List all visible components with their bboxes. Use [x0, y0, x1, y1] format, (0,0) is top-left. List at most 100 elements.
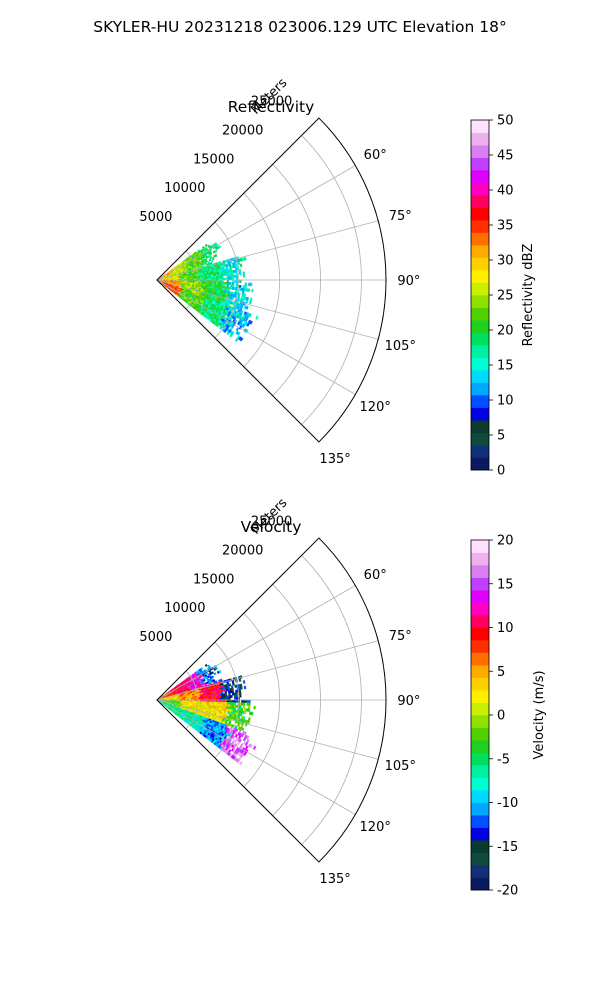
echo-cell [214, 276, 216, 278]
colorbar-swatch [471, 690, 489, 703]
echo-cell [243, 700, 245, 703]
colorbar-tick-label: -20 [497, 884, 518, 899]
echo-cell [229, 334, 232, 337]
echo-cell [246, 300, 248, 303]
echo-field [158, 243, 258, 342]
echo-cell [244, 257, 246, 260]
colorbar-swatch [471, 578, 489, 591]
echo-cell [214, 274, 216, 276]
azimuth-spoke [157, 221, 378, 280]
echo-cell [222, 282, 224, 284]
colorbar-swatch [471, 208, 489, 221]
colorbar-swatch [471, 283, 489, 296]
echo-cell [243, 275, 245, 278]
echo-cell [232, 297, 234, 300]
colorbar-swatch [471, 158, 489, 171]
echo-cell [239, 695, 241, 698]
echo-cell [232, 273, 234, 276]
colorbar-swatch [471, 803, 489, 816]
colorbar-tick-label: 45 [497, 149, 514, 164]
colorbar-swatch [471, 603, 489, 616]
azimuth-spoke [157, 641, 378, 700]
colorbar-swatch [471, 270, 489, 283]
echo-cell [227, 696, 229, 698]
colorbar-swatch [471, 195, 489, 208]
r-tick-label: 15000 [193, 572, 234, 587]
colorbar-tick-label: -15 [497, 840, 518, 855]
velocity-panel: Velocity500010000150002000025000Meters60… [139, 495, 547, 898]
echo-cell [211, 260, 213, 262]
colorbar-swatch [471, 703, 489, 716]
colorbar-swatch [471, 853, 489, 866]
echo-cell [235, 287, 237, 290]
colorbar-swatch [471, 383, 489, 396]
colorbar-swatch [471, 878, 489, 891]
colorbar-tick-label: 5 [497, 429, 505, 444]
colorbar-swatch [471, 815, 489, 828]
echo-cell [240, 280, 242, 283]
echo-cell [213, 702, 215, 704]
colorbar-tick-label: 0 [497, 709, 505, 724]
colorbar-swatch [471, 840, 489, 853]
theta-tick-label: 135° [319, 872, 350, 887]
echo-cell [248, 289, 250, 292]
echo-cell [245, 700, 247, 703]
colorbar-tick-label: -10 [497, 796, 518, 811]
colorbar-tick-label: 40 [497, 184, 514, 199]
theta-tick-label: 120° [360, 820, 391, 835]
echo-cell [241, 700, 243, 703]
echo-cell [247, 700, 249, 703]
echo-cell [213, 282, 215, 284]
colorbar-swatch [471, 370, 489, 383]
echo-cell [214, 702, 216, 704]
theta-tick-label: 90° [397, 274, 420, 289]
colorbar-label: Velocity (m/s) [532, 670, 547, 759]
colorbar-label: Reflectivity dBZ [521, 244, 536, 347]
echo-cell [232, 690, 234, 693]
echo-cell [234, 702, 236, 705]
echo-cell [245, 286, 247, 289]
colorbar-tick-label: 5 [497, 665, 505, 680]
echo-cell [244, 711, 246, 714]
colorbar-swatch [471, 258, 489, 271]
colorbar-swatch [471, 445, 489, 458]
echo-cell [250, 283, 252, 286]
colorbar-swatch [471, 753, 489, 766]
echo-cell [229, 693, 231, 695]
colorbar-tick-label: 20 [497, 324, 514, 339]
echo-cell [225, 282, 227, 284]
echo-cell [212, 258, 214, 260]
echo-cell [236, 328, 239, 332]
echo-cell [221, 692, 223, 694]
echo-cell [248, 706, 250, 709]
colorbar-swatch [471, 790, 489, 803]
echo-cell [227, 282, 229, 284]
r-tick-label: 15000 [193, 152, 234, 167]
theta-tick-label: 60° [364, 148, 387, 163]
colorbar-tick-label: 0 [497, 464, 505, 479]
colorbar-swatch [471, 553, 489, 566]
echo-cell [236, 692, 238, 695]
theta-tick-label: 75° [389, 209, 412, 224]
echo-cell [232, 683, 234, 686]
theta-tick-label: 60° [364, 568, 387, 583]
echo-cell [239, 705, 241, 708]
echo-cell [253, 746, 256, 750]
colorbar-swatch [471, 778, 489, 791]
colorbar-swatch [471, 565, 489, 578]
colorbar-swatch [471, 395, 489, 408]
echo-cell [227, 702, 229, 704]
theta-tick-label: 120° [360, 400, 391, 415]
figure-title: SKYLER-HU 20231218 023006.129 UTC Elevat… [93, 18, 507, 36]
colorbar-tick-label: -5 [497, 752, 510, 767]
colorbar-swatch [471, 420, 489, 433]
echo-cell [256, 316, 259, 320]
echo-cell [214, 282, 216, 284]
echo-cell [225, 696, 227, 698]
echo-cell [248, 709, 250, 712]
colorbar-tick-label: 30 [497, 254, 514, 269]
r-tick-label: 5000 [139, 210, 172, 225]
